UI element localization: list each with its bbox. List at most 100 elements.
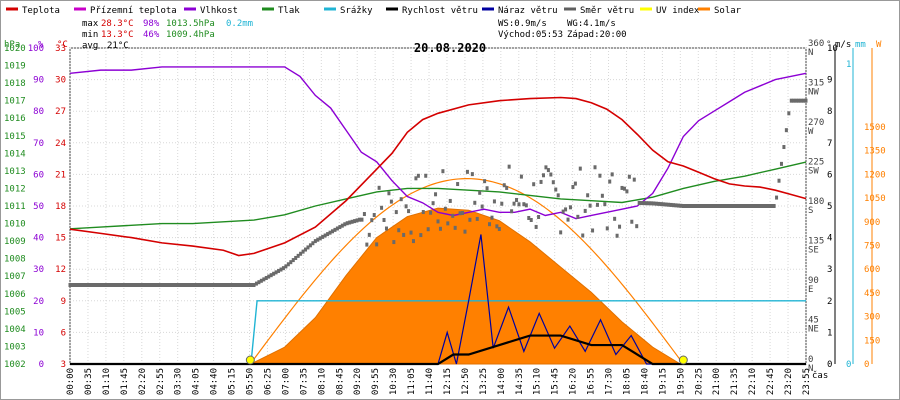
series-smer-vetru-point: [277, 268, 281, 273]
series-smer-vetru-point: [573, 181, 577, 186]
series-smer-vetru-point: [571, 184, 575, 189]
series-smer-vetru-point: [137, 283, 141, 287]
degc-tick: 21: [55, 170, 66, 180]
series-smer-vetru-point: [306, 245, 310, 250]
series-smer-vetru-point: [267, 274, 271, 279]
stat-sunset: Západ:20:00: [567, 30, 627, 40]
series-smer-vetru-point: [640, 201, 644, 206]
stat-ws: WS:0.9m/s: [498, 19, 547, 29]
series-smer-vetru-point: [205, 283, 209, 287]
series-smer-vetru-point: [419, 233, 423, 238]
marker-západ: [678, 355, 688, 365]
dir-tick: 135: [808, 237, 824, 247]
legend-label: UV index: [656, 6, 700, 16]
series-smer-vetru-point: [559, 230, 563, 235]
series-smer-vetru-point: [654, 201, 658, 206]
series-smer-vetru-point: [350, 219, 354, 224]
x-tick-label: 11:40: [425, 368, 435, 395]
series-smer-vetru-point: [397, 228, 401, 233]
legend-label: Teplota: [22, 6, 60, 16]
series-smer-vetru-point: [254, 281, 258, 286]
pct-tick: 100: [28, 44, 44, 54]
series-smer-vetru-point: [93, 283, 97, 287]
series-smer-vetru-point: [301, 249, 305, 254]
hpa-tick: 1011: [4, 202, 26, 212]
series-smer-vetru-point: [699, 204, 703, 208]
series-smer-vetru-point: [139, 283, 143, 287]
series-smer-vetru-point: [728, 204, 732, 208]
hpa-tick: 1015: [4, 132, 26, 142]
series-smer-vetru-point: [752, 204, 756, 208]
series-smer-vetru-point: [551, 180, 555, 185]
pct-tick: 50: [33, 202, 44, 212]
degc-tick: 6: [61, 328, 66, 338]
series-smer-vetru-point: [389, 199, 393, 204]
series-smer-vetru-point: [647, 201, 651, 206]
series-smer-vetru-point: [424, 173, 428, 178]
hpa-tick: 1013: [4, 167, 26, 177]
x-tick-label: 17:30: [605, 368, 615, 395]
series-smer-vetru-point: [659, 202, 663, 207]
series-smer-vetru-point: [181, 283, 185, 287]
series-smer-vetru-point: [760, 204, 764, 208]
series-smer-vetru-point: [426, 227, 430, 232]
series-smer-vetru-point: [357, 217, 361, 222]
series-smer-vetru-point: [613, 216, 617, 221]
series-smer-vetru-point: [770, 204, 774, 208]
pct-tick: 30: [33, 265, 44, 275]
series-smer-vetru-point: [392, 240, 396, 245]
hpa-tick: 1019: [4, 62, 26, 72]
series-smer-vetru-point: [799, 98, 803, 103]
series-smer-vetru-point: [610, 172, 614, 177]
ms-tick: 7: [827, 139, 832, 149]
series-smer-vetru-point: [353, 219, 357, 224]
pct-tick: 40: [33, 234, 44, 244]
series-smer-vetru-point: [421, 210, 425, 215]
hpa-tick: 1007: [4, 272, 26, 282]
series-smer-vetru-point: [775, 195, 779, 200]
w-unit: W: [876, 40, 882, 50]
dir-tick: 45: [808, 316, 819, 326]
series-smer-vetru-point: [797, 98, 801, 103]
marker-východ: [245, 355, 255, 365]
legend-label: Tlak: [278, 6, 300, 16]
series-smer-vetru-point: [120, 283, 124, 287]
series-smer-vetru-point: [735, 204, 739, 208]
legend-label: Náraz větru: [498, 6, 558, 16]
series-smer-vetru-point: [164, 283, 168, 287]
series-smer-vetru-point: [794, 98, 798, 103]
dir-unit: °: [826, 40, 831, 50]
x-tick-label: 14:00: [497, 368, 507, 395]
x-tick-label: 04:05: [192, 368, 202, 395]
series-smer-vetru-point: [461, 211, 465, 216]
series-smer-vetru-point: [667, 202, 671, 207]
series-smer-vetru-point: [269, 273, 273, 278]
series-smer-vetru-point: [257, 280, 261, 285]
ms-tick: 1: [827, 328, 832, 338]
series-smer-vetru-point: [149, 283, 153, 287]
series-smer-vetru-point: [703, 204, 707, 208]
ms-tick: 10: [827, 44, 838, 54]
stat-max-label: max: [82, 19, 99, 29]
x-tick-label: 11:05: [407, 368, 417, 395]
x-tick-label: 07:00: [281, 368, 291, 395]
series-smer-vetru-point: [556, 193, 560, 198]
x-tick-label: 01:45: [120, 368, 130, 395]
series-smer-vetru-point: [122, 283, 126, 287]
series-smer-vetru-point: [669, 202, 673, 207]
x-tick-label: 15:45: [551, 368, 561, 395]
dir-name: SE: [808, 246, 819, 256]
series-smer-vetru-point: [294, 255, 298, 260]
series-smer-vetru-point: [566, 217, 570, 222]
series-smer-vetru-point: [237, 283, 241, 287]
series-smer-vetru-point: [338, 225, 342, 230]
x-tick-label: 06:25: [263, 368, 273, 395]
series-smer-vetru-point: [281, 266, 285, 271]
series-smer-vetru-point: [129, 283, 133, 287]
series-smer-vetru-point: [213, 283, 217, 287]
degc-tick: 27: [55, 107, 66, 117]
series-smer-vetru-point: [279, 267, 283, 272]
series-smer-vetru-point: [328, 230, 332, 235]
series-smer-vetru-point: [588, 203, 592, 208]
series-smer-vetru-point: [672, 203, 676, 208]
